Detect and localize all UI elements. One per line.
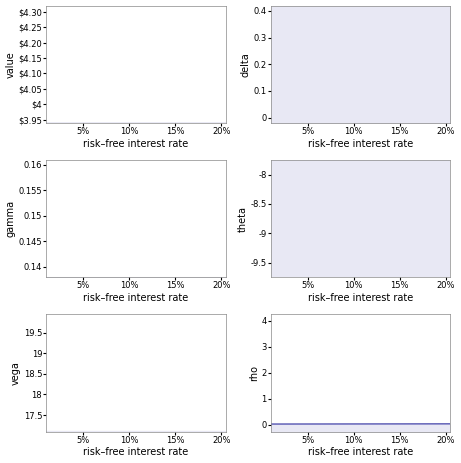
Y-axis label: rho: rho	[248, 365, 259, 381]
X-axis label: risk–free interest rate: risk–free interest rate	[308, 139, 414, 149]
X-axis label: risk–free interest rate: risk–free interest rate	[83, 139, 189, 149]
Y-axis label: theta: theta	[238, 206, 248, 232]
X-axis label: risk–free interest rate: risk–free interest rate	[308, 447, 414, 457]
X-axis label: risk–free interest rate: risk–free interest rate	[83, 293, 189, 303]
Y-axis label: value: value	[6, 51, 16, 78]
X-axis label: risk–free interest rate: risk–free interest rate	[308, 293, 414, 303]
X-axis label: risk–free interest rate: risk–free interest rate	[83, 447, 189, 457]
Y-axis label: vega: vega	[11, 361, 21, 385]
Y-axis label: gamma: gamma	[6, 200, 16, 237]
Y-axis label: delta: delta	[241, 52, 251, 76]
